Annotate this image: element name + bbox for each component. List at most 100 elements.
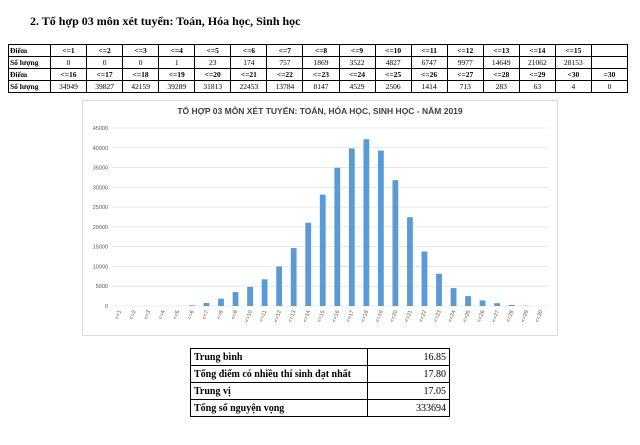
score-row: Điểm <=1 <=2 <=3 <=4 <=5 <=6 <=7 <=8 <=9 <=10 <=11 <… xyxy=(8,44,629,57)
x-tick-label: <=21 xyxy=(404,310,414,324)
bar xyxy=(261,279,268,306)
x-tick-label: <=9 xyxy=(231,310,240,321)
x-tick-label: <=12 xyxy=(273,310,283,324)
score-cell: 42159 xyxy=(122,80,160,93)
score-cell: <=29 xyxy=(518,68,556,81)
score-cell: <=15 xyxy=(554,44,592,57)
score-cell: 283 xyxy=(482,80,520,93)
y-tick-label: 35000 xyxy=(93,166,108,172)
y-tick-label: 40000 xyxy=(93,146,108,152)
x-tick-label: <=28 xyxy=(506,310,516,324)
bar xyxy=(290,248,297,306)
bar xyxy=(436,273,442,306)
heading: 2. Tổ hợp 03 môn xét tuyển: Toán, Hóa họ… xyxy=(30,14,301,28)
summary-value: 17.80 xyxy=(367,365,450,383)
score-cell: 4827 xyxy=(374,56,412,69)
x-tick-label: <=17 xyxy=(346,310,356,324)
score-cell: 0 xyxy=(590,80,629,93)
score-cell: <=12 xyxy=(446,44,484,57)
score-cell: 63 xyxy=(518,80,556,93)
score-cell: <=4 xyxy=(158,44,196,57)
score-table: Điểm <=1 <=2 <=3 <=4 <=5 <=6 <=7 <=8 <=9 <=10 <=11 <… xyxy=(8,44,629,93)
bar xyxy=(407,217,413,306)
score-cell: <=8 xyxy=(302,44,340,57)
score-cell: Điểm xyxy=(8,44,51,57)
score-cell: 23 xyxy=(194,56,232,69)
score-cell: <=17 xyxy=(86,68,124,81)
score-cell: <=13 xyxy=(482,44,520,57)
x-tick-label: <=25 xyxy=(462,310,472,324)
score-cell: <=18 xyxy=(122,68,160,81)
score-cell: 14649 xyxy=(482,56,520,69)
summary-label: Tổng số nguyện vọng xyxy=(190,399,368,417)
bar xyxy=(276,266,283,306)
x-tick-label: <=11 xyxy=(259,310,269,323)
x-tick-label: <=15 xyxy=(317,310,327,324)
score-cell: <=26 xyxy=(410,68,448,81)
y-tick-label: 30000 xyxy=(93,185,108,191)
score-cell: <=28 xyxy=(482,68,520,81)
score-cell: 34949 xyxy=(49,80,88,93)
score-cell: <=23 xyxy=(302,68,340,81)
y-tick-label: 45000 xyxy=(93,126,108,132)
score-row: Số lượng 34949 39827 42159 39289 31813 22453 13… xyxy=(8,80,629,93)
score-cell: 1414 xyxy=(410,80,448,93)
x-tick-label: <=10 xyxy=(244,310,254,324)
y-tick-label: 25000 xyxy=(93,205,108,211)
x-tick-label: <=18 xyxy=(360,310,370,324)
score-cell: Số lượng xyxy=(8,80,51,93)
y-tick-label: 20000 xyxy=(93,225,108,231)
empty-cell xyxy=(590,56,629,69)
bar xyxy=(392,180,399,306)
score-cell: 8147 xyxy=(302,80,340,93)
score-cell: 9977 xyxy=(446,56,484,69)
y-tick-label: 10000 xyxy=(93,264,108,270)
chart-title: TỔ HỢP 03 MÔN XÉT TUYỂN: TOÁN, HÓA HỌC, … xyxy=(177,105,463,116)
score-cell: 13784 xyxy=(266,80,304,93)
score-cell: <=11 xyxy=(410,44,448,57)
bar xyxy=(348,148,355,306)
bar xyxy=(203,303,210,306)
score-cell: <=6 xyxy=(230,44,268,57)
summary-row: Trung bình 16.85 xyxy=(190,348,450,366)
bar xyxy=(334,167,341,306)
score-cell: 1869 xyxy=(302,56,340,69)
score-cell: 0 xyxy=(86,56,124,69)
score-cell: 39827 xyxy=(86,80,124,93)
chart: TỔ HỢP 03 MÔN XÉT TUYỂN: TOÁN, HÓA HỌC, … xyxy=(82,100,558,336)
score-cell: 3522 xyxy=(338,56,376,69)
bar xyxy=(189,305,195,306)
score-row: Điểm <=16 <=17 <=18 <=19 <=20 <=21 <=22 <=23 <=24… xyxy=(8,68,629,81)
x-tick-label: <=23 xyxy=(433,310,443,324)
score-cell: 4529 xyxy=(338,80,376,93)
x-tick-label: <=20 xyxy=(389,310,399,324)
score-cell: 174 xyxy=(230,56,268,69)
summary-label: Tổng điểm có nhiều thí sinh đạt nhất xyxy=(190,365,368,383)
score-row: Số lượng 0 0 0 1 23 174 757 1869 3522 4827 6747 9977… xyxy=(8,56,629,69)
x-tick-label: <=7 xyxy=(201,310,210,321)
x-tick-label: <=30 xyxy=(535,310,545,324)
score-cell: Điểm xyxy=(8,68,51,81)
score-cell: <=24 xyxy=(338,68,376,81)
bar xyxy=(508,304,515,306)
bar xyxy=(494,303,501,306)
summary-table: Trung bình 16.85 Tổng điểm có nhiều thí si… xyxy=(190,348,450,417)
x-tick-label: <=22 xyxy=(418,310,428,324)
bar xyxy=(232,292,239,306)
bar xyxy=(247,286,253,306)
empty-cell xyxy=(590,44,629,57)
x-tick-label: <=4 xyxy=(158,310,167,321)
bar xyxy=(465,296,471,306)
x-tick-label: <=24 xyxy=(447,310,457,324)
score-cell: <=25 xyxy=(374,68,412,81)
bar xyxy=(218,298,224,306)
summary-value: 16.85 xyxy=(367,348,450,366)
score-cell: <=7 xyxy=(266,44,304,57)
summary-label: Trung bình xyxy=(190,348,368,366)
score-cell: 757 xyxy=(266,56,304,69)
bar xyxy=(377,150,384,306)
score-cell: 0 xyxy=(49,56,88,69)
x-tick-label: <=2 xyxy=(129,310,138,321)
score-cell: Số lượng xyxy=(8,56,51,69)
